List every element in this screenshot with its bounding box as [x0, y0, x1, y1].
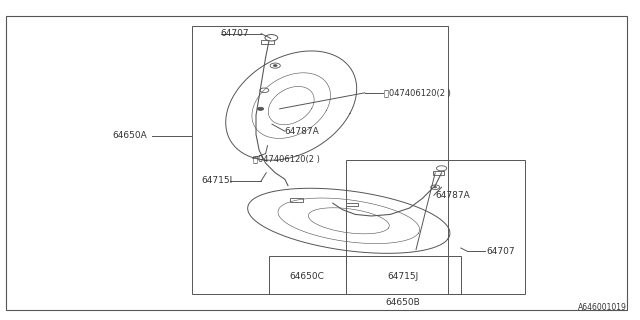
Bar — [269, 256, 346, 294]
Text: 64707: 64707 — [221, 29, 250, 38]
Circle shape — [257, 107, 264, 110]
Circle shape — [265, 35, 278, 41]
Text: Ⓢ047406120(2 ): Ⓢ047406120(2 ) — [253, 154, 319, 163]
Text: 64707: 64707 — [486, 247, 515, 256]
Bar — [433, 171, 444, 175]
Text: 64650A: 64650A — [112, 132, 147, 140]
Circle shape — [431, 185, 440, 189]
Circle shape — [273, 65, 277, 67]
Text: 64787A: 64787A — [285, 127, 319, 136]
Circle shape — [260, 88, 269, 92]
Text: A646001019: A646001019 — [579, 303, 627, 312]
Bar — [346, 256, 461, 294]
Circle shape — [436, 166, 447, 171]
Text: 64715I: 64715I — [202, 176, 233, 185]
Text: 64650C: 64650C — [290, 272, 324, 281]
Text: 64787A: 64787A — [435, 191, 470, 200]
Text: 64715J: 64715J — [388, 272, 419, 281]
Circle shape — [270, 63, 280, 68]
Bar — [290, 198, 303, 202]
Bar — [192, 26, 448, 294]
Bar — [261, 40, 274, 44]
Text: Ⓢ047406120(2 ): Ⓢ047406120(2 ) — [384, 88, 451, 97]
Bar — [346, 160, 525, 294]
Text: 64650B: 64650B — [386, 298, 420, 307]
Circle shape — [434, 187, 436, 188]
Bar — [346, 203, 358, 206]
